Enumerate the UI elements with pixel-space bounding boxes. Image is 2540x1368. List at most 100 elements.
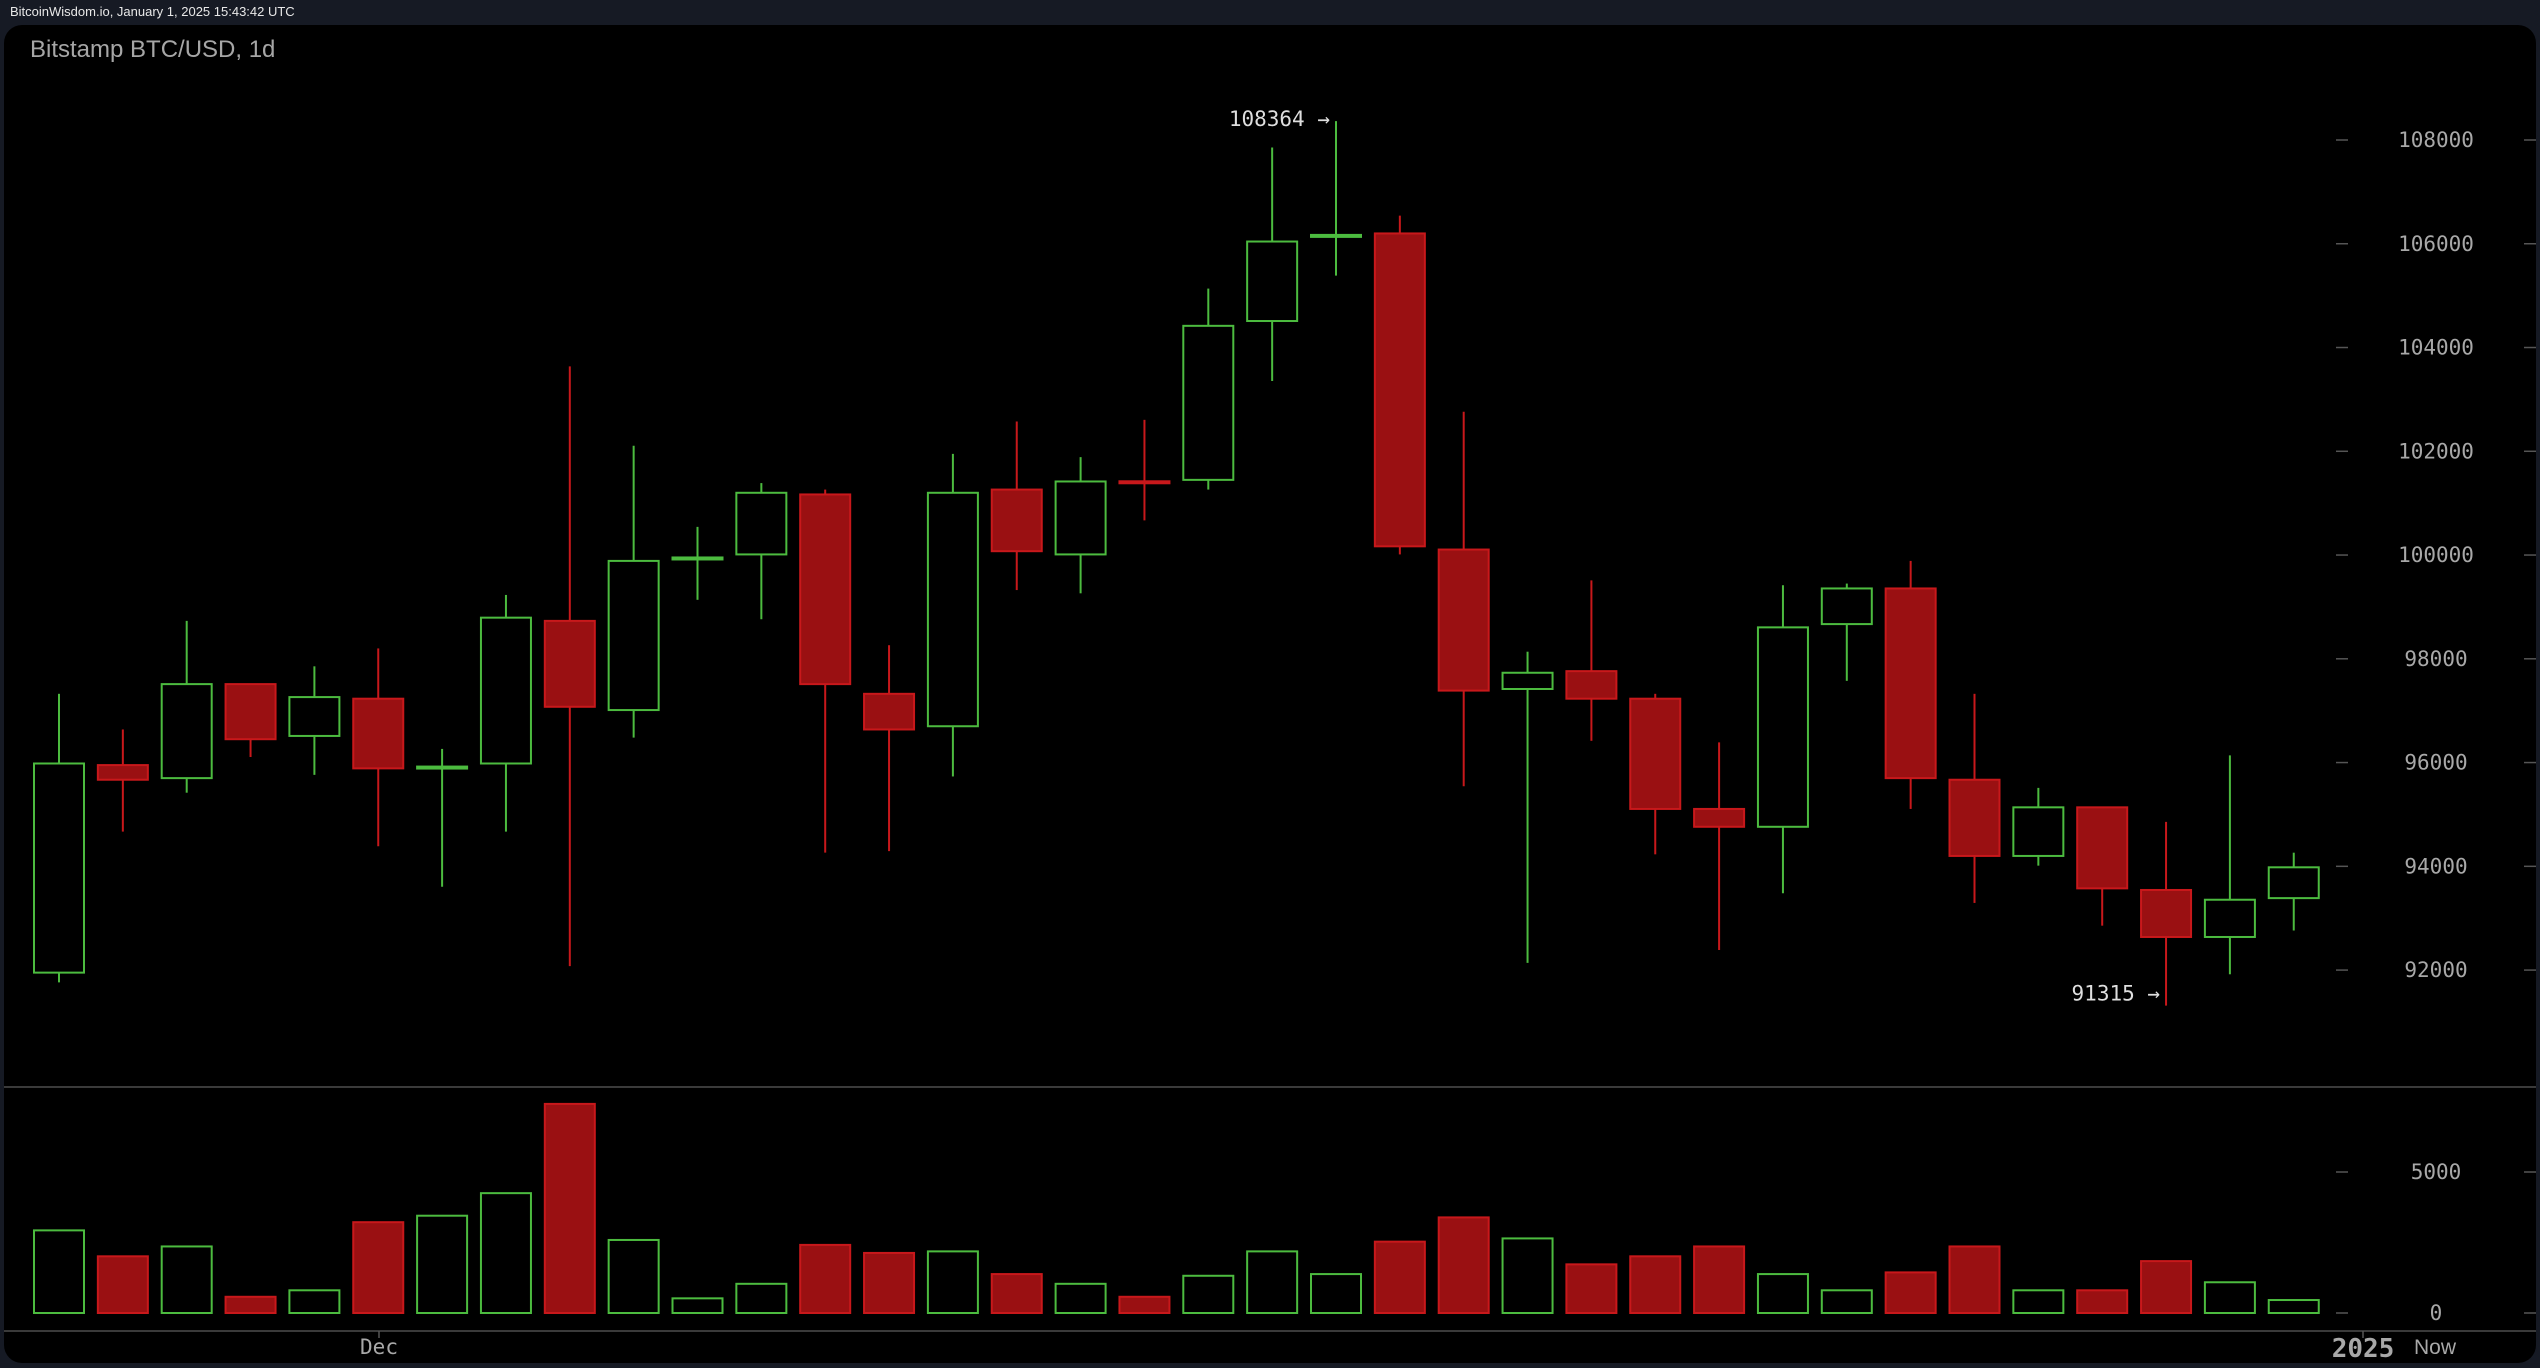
source-timestamp: BitcoinWisdom.io, January 1, 2025 15:43:… xyxy=(10,4,295,19)
volume-bar xyxy=(1629,1255,1682,1314)
candle xyxy=(735,483,788,620)
candle-body xyxy=(1182,324,1235,481)
volume-bars xyxy=(33,1102,2320,1315)
candle xyxy=(96,729,149,832)
volume-bar xyxy=(224,1295,277,1315)
candle xyxy=(1501,651,1554,963)
candle xyxy=(1054,457,1107,594)
candle xyxy=(607,445,660,738)
price-tick-label: 94000 xyxy=(2404,854,2467,878)
candle xyxy=(1437,411,1490,787)
volume-bar xyxy=(1373,1240,1426,1315)
candle-body xyxy=(160,683,213,780)
candle-body xyxy=(799,493,852,686)
candle-body xyxy=(1054,480,1107,556)
volume-bar xyxy=(1310,1273,1362,1314)
candle xyxy=(1246,147,1299,381)
time-axis-labels: Dec 2025 Now xyxy=(360,1331,2457,1363)
candle-body xyxy=(288,696,341,737)
candle xyxy=(1884,560,1937,809)
volume-bar xyxy=(1884,1271,1937,1314)
volume-bar xyxy=(735,1282,788,1314)
candle-body xyxy=(2267,866,2320,900)
volume-bar xyxy=(1565,1263,1618,1314)
volume-bar xyxy=(1054,1282,1107,1314)
candle-body xyxy=(1629,697,1682,810)
price-candles xyxy=(33,121,2320,1006)
year-label-2025: 2025 xyxy=(2332,1334,2395,1363)
price-tick-label: 102000 xyxy=(2398,439,2474,463)
candle xyxy=(2076,806,2129,926)
candle-body xyxy=(607,559,660,712)
candle-body xyxy=(735,491,788,556)
chart-title: Bitstamp BTC/USD, 1d xyxy=(30,36,276,63)
period-high-label: 108364 → xyxy=(1229,107,1330,131)
candle xyxy=(1118,419,1171,521)
volume-bar xyxy=(1501,1237,1554,1315)
volume-axis: 5000 0 xyxy=(2336,1160,2536,1325)
doji-body xyxy=(1310,233,1362,238)
now-label: Now xyxy=(2414,1336,2457,1359)
volume-bar xyxy=(352,1221,405,1315)
candle-body xyxy=(2076,806,2129,890)
volume-bar xyxy=(479,1192,532,1315)
period-low-label: 91315 → xyxy=(2072,982,2161,1006)
price-tick-label: 96000 xyxy=(2404,751,2467,775)
candle xyxy=(352,648,405,847)
candle xyxy=(1373,215,1426,555)
candle-body xyxy=(990,488,1043,553)
candle xyxy=(1310,121,1362,276)
volume-bar xyxy=(671,1297,724,1315)
candle-body xyxy=(1693,807,1746,828)
price-tick-label: 100000 xyxy=(2398,543,2474,567)
candle xyxy=(288,666,341,775)
candle xyxy=(224,683,277,758)
volume-bar xyxy=(160,1245,213,1314)
volume-bar xyxy=(96,1255,149,1314)
candle-body xyxy=(33,762,85,974)
volume-bar xyxy=(863,1251,916,1314)
candle xyxy=(2012,787,2065,866)
price-tick-label: 104000 xyxy=(2398,336,2474,360)
volume-tick-label: 0 xyxy=(2430,1301,2443,1325)
candle xyxy=(863,645,916,852)
candle-body xyxy=(1884,587,1937,780)
volume-bar xyxy=(1693,1245,1746,1314)
candle-body xyxy=(224,683,277,741)
candle-body xyxy=(1246,240,1299,323)
candle-body xyxy=(1501,671,1554,690)
candle xyxy=(1182,288,1235,490)
candle-body xyxy=(96,764,149,781)
doji-body xyxy=(1118,480,1171,485)
candle xyxy=(1948,693,2001,903)
candle xyxy=(1629,693,1682,855)
candle xyxy=(1565,580,1618,741)
candle-body xyxy=(1756,626,1809,828)
volume-bar xyxy=(1820,1289,1873,1314)
candle-body xyxy=(1820,587,1873,626)
candle xyxy=(1756,585,1809,894)
volume-bar xyxy=(1437,1216,1490,1314)
volume-bar xyxy=(2267,1299,2320,1314)
chart-panel: Bitstamp BTC/USD, 1d 108000 106000 104000 1… xyxy=(4,25,2536,1363)
candle xyxy=(671,526,724,600)
volume-bar xyxy=(1118,1295,1171,1315)
candle-body xyxy=(1437,548,1490,692)
doji-body xyxy=(416,765,469,770)
candle-body xyxy=(1565,670,1618,700)
candlestick-chart[interactable]: 108000 106000 104000 102000 100000 98000 96000… xyxy=(4,25,2536,1363)
price-tick-label: 92000 xyxy=(2404,958,2467,982)
candle-body xyxy=(2140,888,2193,938)
candle-body xyxy=(926,491,979,728)
candle xyxy=(2140,821,2193,1006)
candle-body xyxy=(2203,898,2256,938)
candle xyxy=(543,366,596,967)
candle-body xyxy=(1373,232,1426,548)
candle-body xyxy=(352,697,405,770)
month-label-dec: Dec xyxy=(360,1335,398,1359)
candle xyxy=(926,453,979,777)
candle xyxy=(1693,742,1746,950)
volume-bar xyxy=(416,1214,469,1314)
candle-body xyxy=(863,692,916,731)
top-bar: BitcoinWisdom.io, January 1, 2025 15:43:… xyxy=(0,0,2540,25)
